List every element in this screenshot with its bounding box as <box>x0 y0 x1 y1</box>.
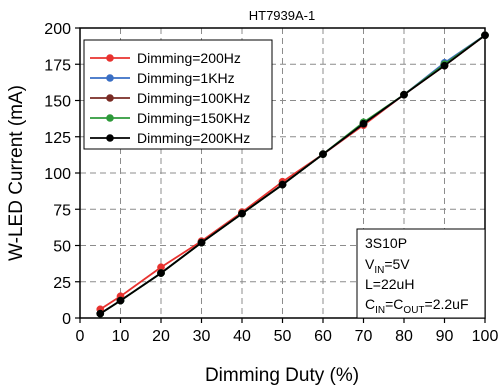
legend-entry: Dimming=150KHz <box>90 110 250 126</box>
legend-swatch-marker <box>106 74 114 82</box>
legend-label: Dimming=200KHz <box>137 130 250 146</box>
x-tick-label: 60 <box>314 328 332 345</box>
vin-value: =5V <box>384 256 410 272</box>
legend-swatch-marker <box>106 94 114 102</box>
chart-title: HT7939A-1 <box>249 8 315 23</box>
legend-swatch-marker <box>106 134 114 142</box>
legend-entry: Dimming=1KHz <box>90 70 235 86</box>
data-point <box>278 180 287 189</box>
legend-swatch-marker <box>106 54 114 62</box>
legend-entry: Dimming=200Hz <box>90 50 241 66</box>
y-tick-label: 175 <box>44 57 71 74</box>
conditions-box <box>356 228 486 319</box>
vin-symbol: V <box>365 256 375 272</box>
legend-entry: Dimming=200KHz <box>90 130 250 146</box>
y-tick-label: 75 <box>53 202 71 219</box>
cout-symbol: =C <box>385 296 403 312</box>
data-point <box>116 296 125 305</box>
cout-subscript: OUT <box>403 305 424 316</box>
legend-label: Dimming=1KHz <box>137 70 235 86</box>
legend-swatch-marker <box>106 114 114 122</box>
cin-subscript: IN <box>375 305 385 316</box>
x-tick-label: 100 <box>472 328 499 345</box>
series-5 <box>96 31 489 318</box>
ticks: 0 10 20 30 40 50 60 70 80 90 100 0 25 50 75 100 125 150 17… <box>44 21 498 345</box>
legend-label: Dimming=200Hz <box>137 50 241 66</box>
x-axis-title: Dimming Duty (%) <box>205 365 359 386</box>
cin-symbol: C <box>365 296 375 312</box>
data-point <box>319 150 327 158</box>
x-tick-label: 30 <box>193 328 211 345</box>
legend-label: Dimming=100KHz <box>137 90 250 106</box>
x-tick-label: 90 <box>436 328 454 345</box>
x-tick-label: 0 <box>76 328 85 345</box>
x-tick-label: 40 <box>233 328 251 345</box>
legend-label: Dimming=150KHz <box>137 110 250 126</box>
data-point <box>157 269 165 277</box>
note-line-vin: VIN=5V <box>365 256 410 276</box>
legend-entry: Dimming=100KHz <box>90 90 250 106</box>
x-tick-label: 10 <box>112 328 130 345</box>
data-point <box>96 309 105 318</box>
y-tick-label: 125 <box>44 130 71 147</box>
y-tick-label: 25 <box>53 275 71 292</box>
capacitance-value: =2.2uF <box>425 296 469 312</box>
y-tick-label: 0 <box>62 311 71 328</box>
x-tick-label: 80 <box>395 328 413 345</box>
vin-subscript: IN <box>374 265 384 276</box>
data-point <box>359 119 368 128</box>
data-point <box>400 90 408 99</box>
conditions-note: 3S10P VIN=5V L=22uH CIN=COUT=2.2uF <box>356 228 486 319</box>
x-tick-label: 70 <box>355 328 373 345</box>
legend: Dimming=200Hz Dimming=1KHz Dimming=100KHz D… <box>83 39 273 150</box>
data-point <box>238 209 246 218</box>
data-point <box>481 31 489 40</box>
y-tick-label: 150 <box>44 94 71 111</box>
note-line-config: 3S10P <box>365 235 407 251</box>
y-tick-label: 100 <box>44 166 71 183</box>
series-lines <box>96 31 489 318</box>
note-line-capacitors: CIN=COUT=2.2uF <box>365 296 469 316</box>
x-tick-label: 50 <box>274 328 292 345</box>
x-tick-label: 20 <box>152 328 170 345</box>
y-axis-title: W-LED Current (mA) <box>6 85 27 261</box>
data-point <box>440 61 449 70</box>
y-tick-label: 50 <box>53 239 71 256</box>
note-line-inductor: L=22uH <box>365 276 414 292</box>
data-point <box>197 238 206 247</box>
y-tick-label: 200 <box>44 21 71 38</box>
